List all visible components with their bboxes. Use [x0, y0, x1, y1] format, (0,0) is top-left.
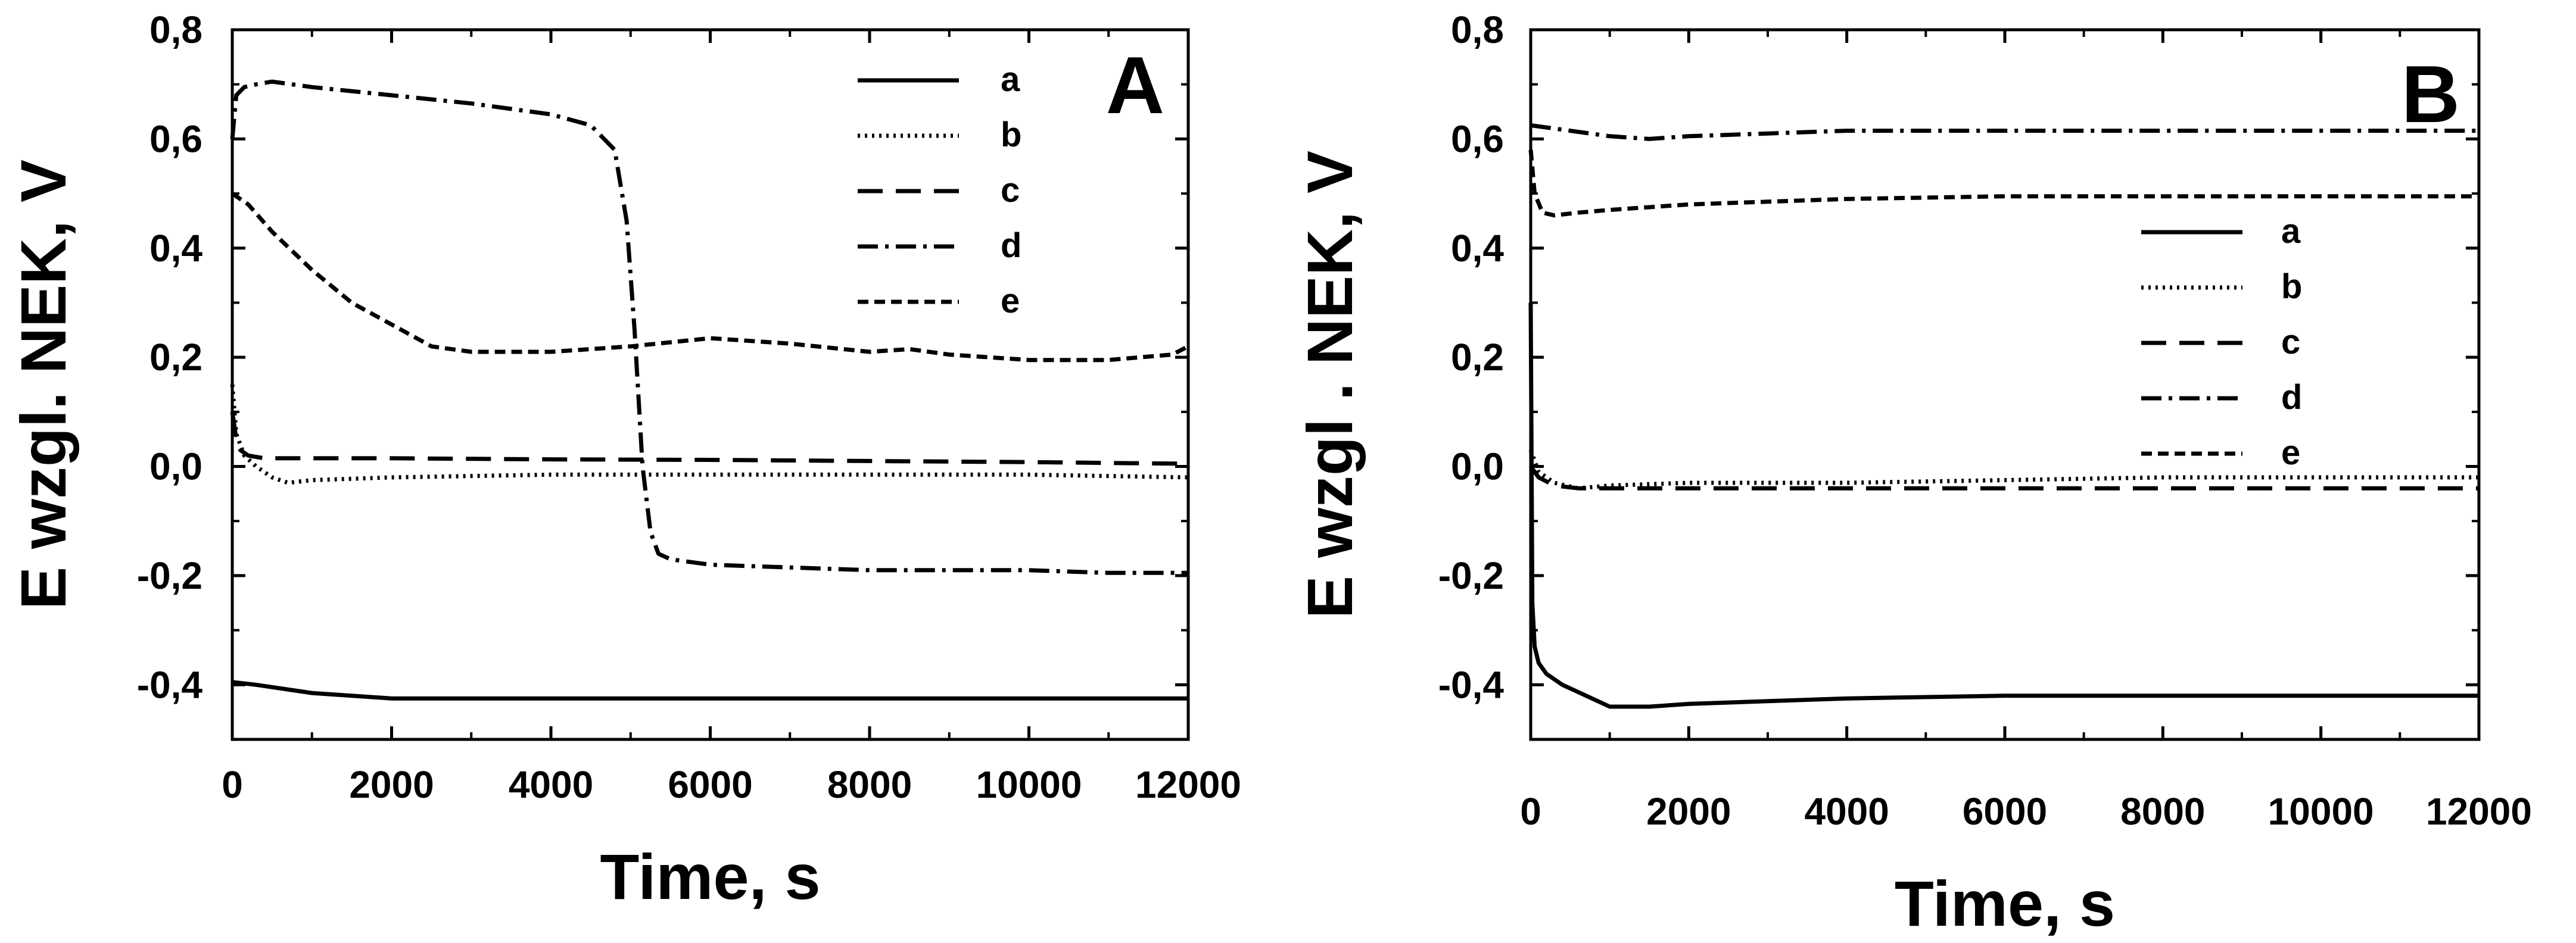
x-axis-label: Time, s	[1895, 867, 2115, 939]
x-tick-label: 10000	[976, 763, 1082, 806]
legend-label-d: d	[1001, 226, 1021, 265]
legend-label-b: b	[1001, 115, 1021, 154]
y-tick-label: 0,6	[149, 117, 203, 160]
y-tick-label: -0,2	[1438, 554, 1504, 597]
legend-label-c: c	[2281, 323, 2300, 361]
series-line-b	[1528, 449, 2479, 491]
y-tick-label: -0,4	[1438, 663, 1505, 706]
y-tick-label: 0,0	[149, 445, 203, 488]
y-tick-label: 0,2	[1451, 336, 1504, 379]
y-tick-label: 0,0	[1451, 445, 1504, 488]
panel-label: A	[1106, 40, 1164, 130]
panel-B: 0 2000 4000 6000 8000 10000 12000 -0,4 -0,2 0,0 0,…	[1294, 8, 2532, 939]
series-line-a	[1528, 302, 2479, 709]
x-tick-label: 6000	[1963, 790, 2047, 833]
series-line-e	[1528, 149, 2479, 218]
series-line-a	[232, 680, 1188, 701]
series-line-c	[230, 411, 1189, 466]
y-tick-label: 0,8	[1451, 8, 1504, 51]
y-tick-label: 0,4	[149, 227, 203, 270]
series-line-e	[231, 192, 1189, 363]
x-tick-label: 6000	[668, 763, 752, 806]
panel-A: 0 2000 4000 6000 8000 10000 12000 -0,4 -0,2 0,0 0,…	[7, 8, 1241, 913]
x-tick-label: 0	[222, 763, 243, 806]
y-tick-label: -0,2	[137, 554, 203, 597]
x-tick-label: 2000	[349, 763, 434, 806]
legend-label-c: c	[1001, 171, 1020, 210]
legend-label-d: d	[2281, 378, 2302, 417]
y-tick-label: -0,4	[137, 663, 203, 706]
y-tick-label: 0,6	[1451, 117, 1504, 160]
y-axis-label: E wzgl. NEK, V	[7, 160, 79, 610]
x-tick-label: 8000	[827, 763, 912, 806]
x-axis-label: Time, s	[600, 841, 820, 913]
legend-label-b: b	[2281, 267, 2302, 306]
y-tick-label: 0,2	[149, 336, 203, 379]
legend-label-e: e	[1001, 282, 1020, 320]
series-line-c	[1529, 465, 2479, 491]
x-tick-label: 8000	[2120, 790, 2205, 833]
series-line-d	[1530, 123, 2479, 141]
legend-label-e: e	[2281, 433, 2300, 472]
x-tick-label: 10000	[2268, 790, 2374, 833]
panel-label: B	[2401, 49, 2460, 139]
legend-label-a: a	[1001, 60, 1020, 99]
x-tick-label: 12000	[1135, 763, 1241, 806]
x-tick-label: 2000	[1646, 790, 1731, 833]
x-tick-label: 4000	[1804, 790, 1889, 833]
series-line-d	[230, 79, 1188, 575]
x-tick-label: 0	[1520, 790, 1541, 833]
y-tick-label: 0,8	[149, 8, 203, 51]
y-axis-label: E wzgl . NEK, V	[1294, 151, 1366, 619]
series-line-b	[230, 384, 1189, 485]
y-tick-label: 0,4	[1451, 227, 1504, 270]
x-tick-label: 4000	[509, 763, 593, 806]
x-tick-label: 12000	[2426, 790, 2532, 833]
plot-frame	[230, 28, 1190, 741]
legend-label-a: a	[2281, 212, 2301, 251]
